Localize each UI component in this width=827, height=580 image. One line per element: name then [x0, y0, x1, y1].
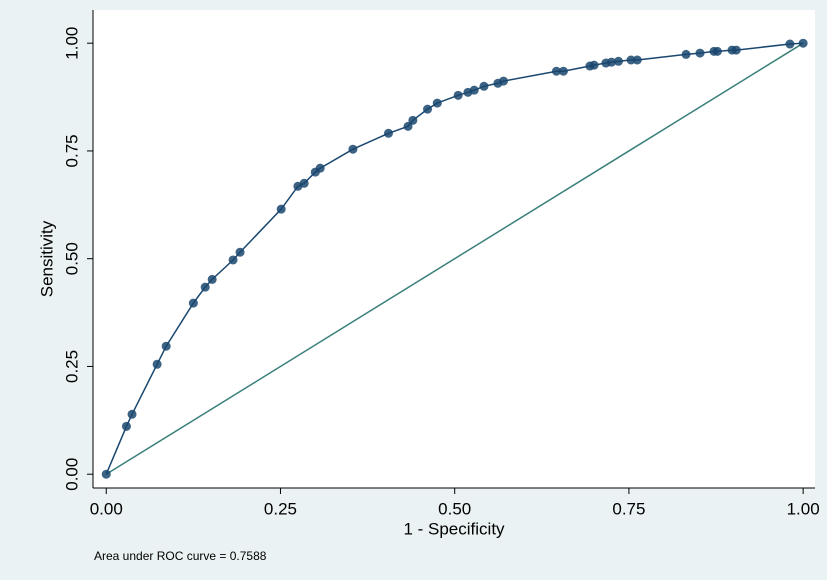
point: [189, 299, 198, 308]
point: [470, 86, 479, 95]
annotation: Area under ROC curve = 0.7588: [94, 549, 267, 563]
plot-area: [93, 10, 815, 488]
point: [277, 205, 286, 214]
point: [559, 67, 568, 76]
point: [732, 46, 741, 55]
point: [348, 145, 357, 154]
point: [799, 39, 808, 48]
point: [614, 57, 623, 66]
y-tick-label: 0.25: [62, 350, 81, 383]
point: [128, 410, 137, 419]
point: [682, 50, 691, 59]
x-tick-label: 0.75: [612, 499, 645, 518]
point: [236, 248, 245, 257]
y-axis-title: Sensitivity: [37, 220, 56, 297]
point: [590, 61, 599, 70]
x-tick-label: 0.25: [264, 499, 297, 518]
point: [102, 470, 111, 479]
y-tick-label: 1.00: [62, 27, 81, 60]
point: [384, 129, 393, 138]
chart: 1 - Specificity Sensitivity Area under R…: [0, 0, 827, 580]
point: [201, 283, 210, 292]
point: [300, 179, 309, 188]
point: [633, 55, 642, 64]
point: [433, 99, 442, 108]
point: [479, 82, 488, 91]
point: [316, 164, 325, 173]
point: [696, 49, 705, 58]
point: [423, 105, 432, 114]
x-tick-label: 0.50: [438, 499, 471, 518]
point: [713, 47, 722, 56]
point: [153, 360, 162, 369]
x-tick-label: 0.00: [90, 499, 123, 518]
x-tick-label: 1.00: [787, 499, 820, 518]
point: [162, 342, 171, 351]
y-tick-label: 0.00: [62, 458, 81, 491]
point: [499, 77, 508, 86]
point: [122, 422, 131, 431]
point: [408, 116, 417, 125]
point: [208, 275, 217, 284]
point: [454, 91, 463, 100]
point: [785, 40, 794, 49]
point: [229, 255, 238, 264]
y-tick-label: 0.75: [62, 134, 81, 167]
x-axis-title: 1 - Specificity: [403, 519, 505, 538]
y-tick-label: 0.50: [62, 242, 81, 275]
